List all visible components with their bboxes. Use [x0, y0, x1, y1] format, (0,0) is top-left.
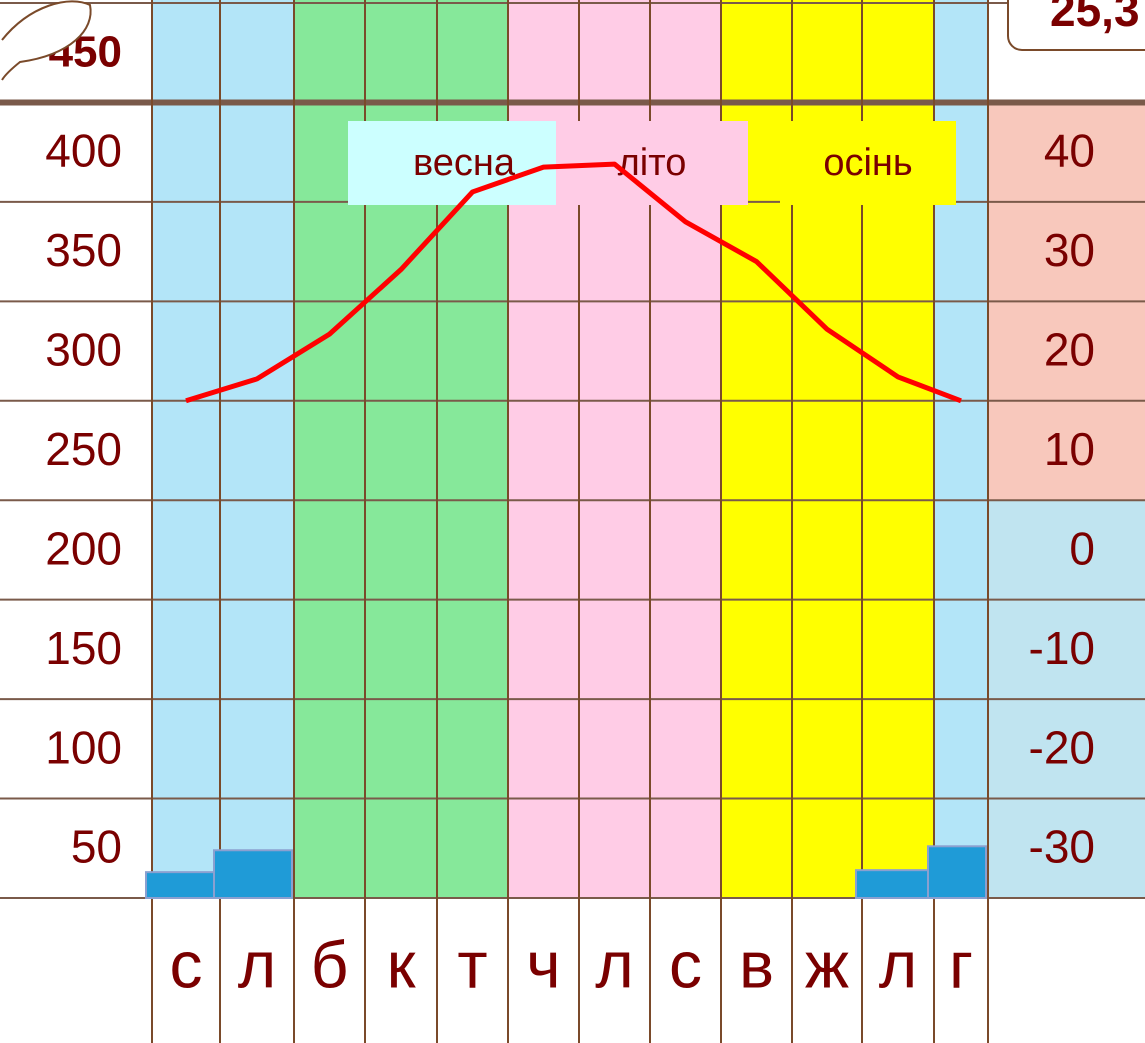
annotation: 25,3 — [1050, 0, 1140, 36]
y-tick-label: 300 — [45, 323, 122, 375]
month-band — [152, 0, 220, 898]
y2-band — [988, 102, 1145, 202]
y2-tick-label: -30 — [1029, 821, 1095, 873]
month-label: с — [170, 927, 203, 1001]
month-label: г — [949, 927, 973, 1001]
month-band — [220, 0, 294, 898]
month-label: ч — [526, 927, 560, 1001]
season-label: осінь — [823, 142, 912, 184]
y2-tick-label: 10 — [1044, 423, 1095, 475]
season-box — [348, 121, 556, 205]
precipitation-bar — [145, 871, 219, 900]
month-label: в — [739, 927, 774, 1001]
month-label: с — [669, 927, 702, 1001]
month-label: л — [595, 927, 634, 1001]
month-label: б — [311, 927, 349, 1001]
y2-band — [988, 798, 1145, 898]
y2-band — [988, 301, 1145, 401]
y2-band — [988, 699, 1145, 799]
y2-tick-label: 40 — [1044, 125, 1095, 177]
month-label: л — [238, 927, 277, 1001]
y-tick-label: 100 — [45, 721, 122, 773]
month-label: т — [457, 927, 487, 1001]
season-label: весна — [413, 142, 516, 184]
temperature-line — [185, 161, 962, 404]
precipitation-bar — [855, 869, 933, 900]
y2-band — [988, 599, 1145, 700]
y-tick-label: 250 — [45, 423, 122, 475]
y2-tick-label: -10 — [1029, 622, 1095, 674]
y2-tick-label: 0 — [1069, 522, 1095, 574]
month-label: ж — [805, 927, 849, 1001]
precipitation-bar — [213, 849, 293, 899]
y-tick-label: 350 — [45, 224, 122, 276]
y-tick-label: 200 — [45, 522, 122, 574]
month-label: к — [387, 927, 417, 1001]
y2-tick-label: -20 — [1029, 721, 1095, 773]
annotation-box — [1007, 0, 1145, 51]
y2-tick-label: 20 — [1044, 323, 1095, 375]
y2-tick-label: 30 — [1044, 224, 1095, 276]
y-tick-label: 150 — [45, 622, 122, 674]
y2-band — [988, 500, 1145, 600]
y-tick-label: 400 — [45, 125, 122, 177]
precipitation-bar — [927, 845, 987, 899]
y-tick-label: 50 — [71, 821, 122, 873]
month-label: л — [879, 927, 918, 1001]
y2-band — [988, 400, 1145, 501]
y2-band — [988, 201, 1145, 302]
season-box — [780, 121, 956, 205]
curl-decoration — [1, 0, 92, 81]
